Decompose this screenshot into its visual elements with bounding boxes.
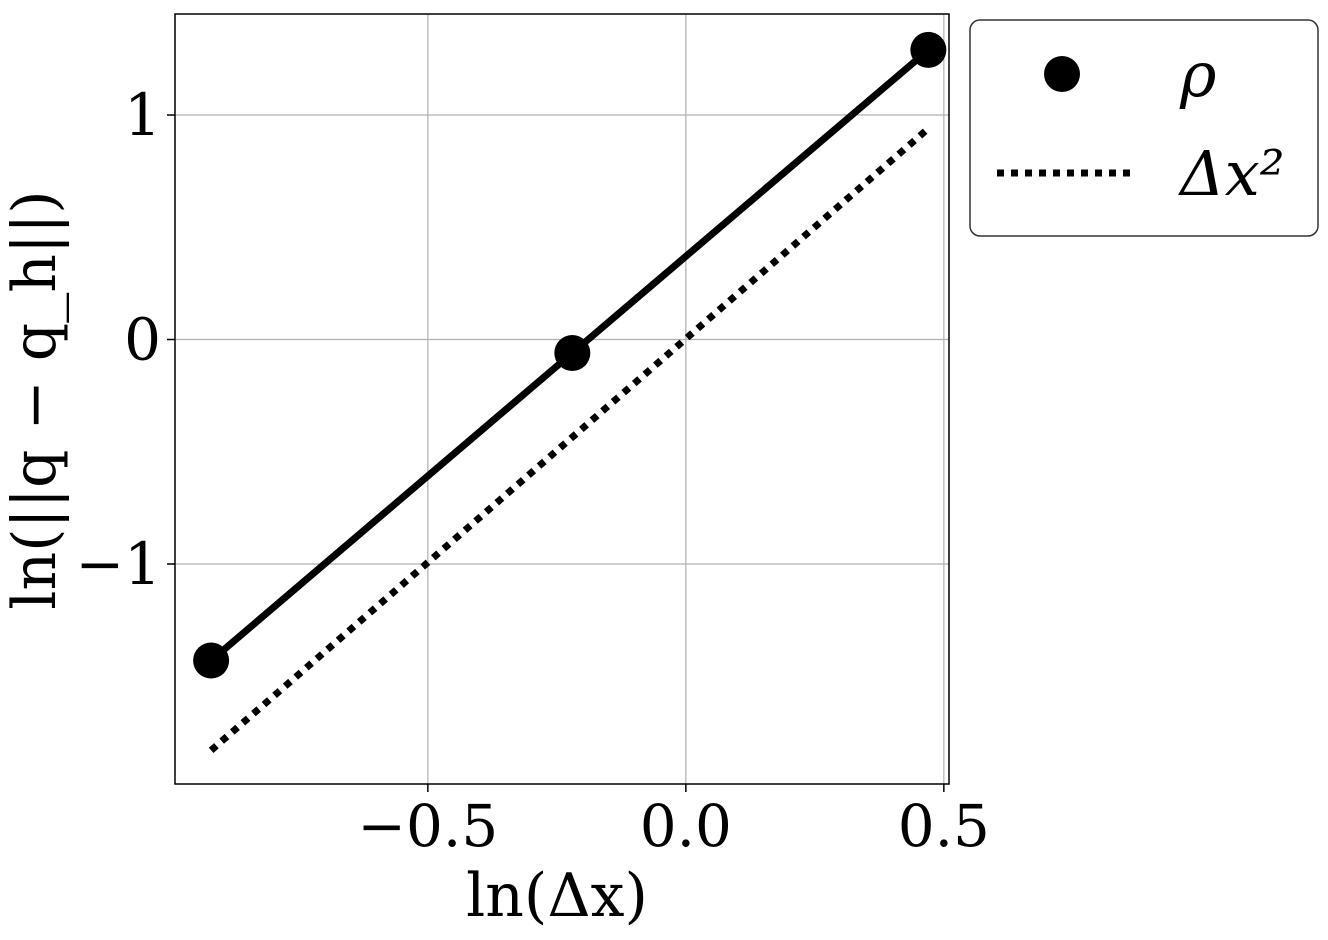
- y-axis-label: ln(||q − q_h||): [0, 190, 70, 609]
- legend-label-dx2: Δx²: [1178, 137, 1285, 210]
- series-rho-point: [193, 642, 230, 679]
- x-tick-label: 0.0: [640, 792, 732, 860]
- y-tick-label: 0: [124, 306, 161, 374]
- x-tick-label: 0.5: [898, 792, 990, 860]
- series-rho-point: [910, 31, 947, 68]
- series-rho-point: [554, 334, 591, 371]
- x-axis-label: ln(Δx): [466, 861, 648, 931]
- tick-layer: −0.5 0.0 0.5 1 0 −1: [76, 81, 990, 860]
- series-layer: [193, 31, 947, 753]
- plot-frame: [174, 13, 950, 785]
- y-tick-label: −1: [76, 530, 162, 598]
- legend: ρ Δx²: [969, 19, 1319, 237]
- y-tick-label: 1: [124, 81, 161, 149]
- x-tick-label: −0.5: [357, 792, 498, 860]
- series-dx2-line: [208, 125, 931, 753]
- legend-marker-rho: [1044, 56, 1080, 92]
- legend-label-rho: ρ: [1179, 38, 1216, 111]
